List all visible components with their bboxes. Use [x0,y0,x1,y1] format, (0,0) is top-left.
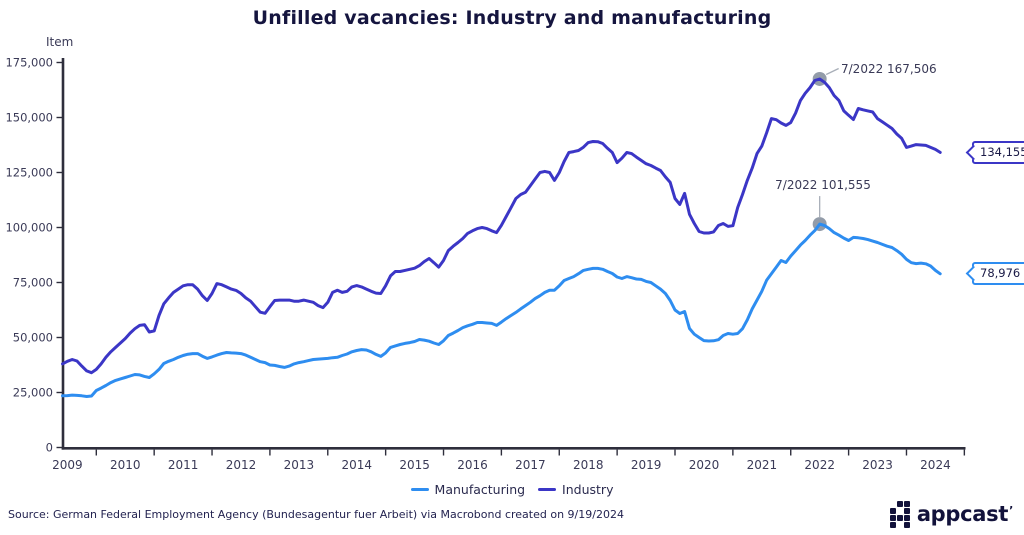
logo-grid-gap [890,501,896,507]
logo-grid-gap [897,522,903,528]
source-note: Source: German Federal Employment Agency… [8,508,624,521]
y-tick-label: 175,000 [5,56,53,70]
x-tick-label: 2015 [399,458,430,472]
legend-label-manufacturing: Manufacturing [434,482,526,497]
logo-grid-dot [890,522,896,528]
chart-title: Unfilled vacancies: Industry and manufac… [252,7,772,29]
y-tick-label: 50,000 [13,331,53,345]
logo-grid-dot [904,508,910,514]
industry-peak-leader-line [825,67,839,76]
y-tick-label: 150,000 [5,111,53,125]
industry-line [61,77,942,375]
x-tick-label: 2020 [689,458,720,472]
logo-grid-gap [897,508,903,514]
x-tick-label: 2014 [341,458,372,472]
x-tick-label: 2012 [226,458,257,472]
logo-grid-dot [904,522,910,528]
industry-peak-annotation: 7/2022 167,506 [841,62,937,76]
logo-grid-dot [904,515,910,521]
industry-last-value: 134,155 [980,144,1024,159]
logo-grid-dot [890,515,896,521]
logo-grid-dot [904,501,910,507]
x-tick-label: 2011 [168,458,199,472]
y-tick-label: 0 [46,441,53,455]
x-tick-label: 2024 [920,458,951,472]
x-tick-label: 2018 [573,458,604,472]
logo-grid-dot [890,508,896,514]
x-tick-label: 2022 [804,458,835,472]
x-tick-label: 2021 [747,458,778,472]
logo-grid-dot [897,515,903,521]
y-tick-label: 125,000 [5,166,53,180]
x-tick-label: 2023 [862,458,893,472]
manufacturing-last-value: 78,976 [980,266,1021,281]
manufacturing-last-value-callout: 78,976 [965,262,1024,286]
y-axis-unit-label: Item [46,35,74,49]
legend-item-manufacturing: Manufacturing [410,482,526,497]
trademark-tick: ’ [1009,503,1013,517]
appcast-logo: appcast’ [890,501,1013,528]
x-tick-label: 2010 [110,458,141,472]
x-tick-label: 2009 [52,458,83,472]
x-tick-label: 2017 [515,458,546,472]
x-tick-label: 2013 [284,458,315,472]
manufacturing-line-swatch-icon [410,487,429,492]
appcast-logo-icon [890,501,910,528]
legend-label-industry: Industry [562,482,614,497]
y-tick-label: 100,000 [5,221,53,235]
manufacturing-line [61,222,942,398]
appcast-logo-text: appcast’ [916,501,1013,526]
manufacturing-peak-annotation: 7/2022 101,555 [775,178,871,192]
legend-item-industry: Industry [538,482,613,497]
x-tick-label: 2016 [457,458,488,472]
y-tick-label: 75,000 [13,276,53,290]
industry-line-swatch-icon [538,487,557,492]
y-tick-label: 25,000 [13,386,53,400]
x-tick-label: 2019 [631,458,662,472]
legend: Manufacturing Industry [0,482,1024,497]
industry-last-value-callout: 134,155 [965,140,1024,164]
logo-grid-dot [897,501,903,507]
